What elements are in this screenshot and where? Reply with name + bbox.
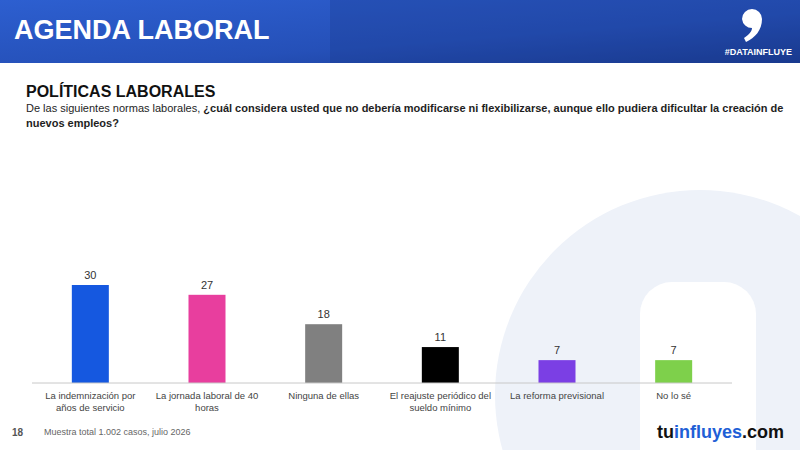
data-label: 27 [201,279,213,291]
brand: tuinfluyes.com [657,422,784,442]
category-label: No lo sé [656,390,691,401]
subtitle-lead: De las siguientes normas laborales, [26,102,200,114]
background-shape [640,282,756,450]
bar [189,295,226,383]
category-label: Ninguna de ellas [288,390,359,401]
header-band [0,0,800,63]
data-label: 18 [318,308,330,320]
category-label: La reforma previsional [510,390,604,401]
bar [305,324,342,383]
category-label: El reajuste periódico delsueldo mínimo [390,390,491,413]
category-label: La indemnización poraños de servicio [45,390,135,413]
x-axis [32,383,732,384]
chart-title: POLÍTICAS LABORALES [26,82,216,100]
data-label: 30 [84,269,96,281]
background-circle [495,190,800,450]
bar [655,360,692,383]
bar [72,285,109,383]
data-label: 7 [554,344,560,356]
question: De las siguientes normas laborales, ¿cuá… [26,101,792,131]
category-label: La jornada laboral de 40horas [156,390,258,413]
bar [422,347,459,383]
page-number: 18 [12,427,24,438]
header-shade [330,0,800,63]
data-label: 11 [435,331,446,343]
footnote: Muestra total 1.002 casos, julio 2026 [44,427,191,437]
data-label: 7 [671,344,677,356]
bars [72,285,692,383]
logo-mark [742,9,762,42]
hashtag: #DATAINFLUYE [725,47,792,57]
bar [539,360,576,383]
header-title: AGENDA LABORAL [14,15,270,45]
page: AGENDA LABORAL #DATAINFLUYE POLÍTICAS LABO… [0,0,800,450]
